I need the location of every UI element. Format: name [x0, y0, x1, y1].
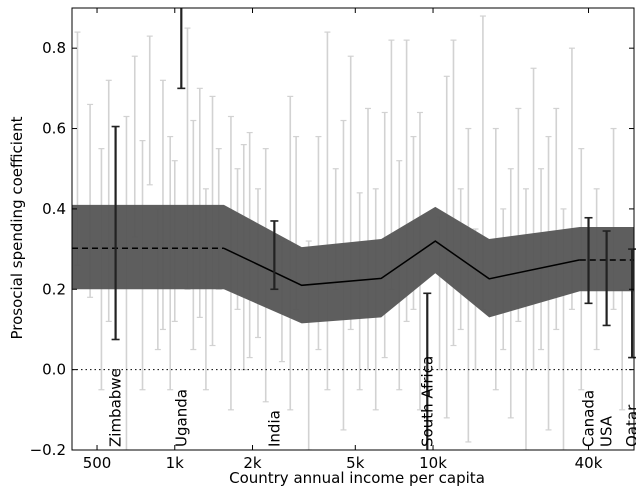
other-country-errorbar [530, 67, 537, 371]
country-label-zimbabwe: Zimbabwe [107, 368, 125, 447]
y-tick-label: 0.0 [42, 361, 66, 379]
errorbar-uganda [177, 8, 186, 90]
axes: 0.8 0.6 0.4 0.2 0.0 −0.2 500 1k 2k 5k 10k 40k [30, 7, 635, 472]
country-label-india: India [265, 410, 283, 447]
highlighted-countries: Zimbabwe Uganda India South Africa Canada USA… [107, 8, 636, 450]
country-label-canada: Canada [580, 390, 598, 447]
x-tick-label: 500 [83, 454, 112, 472]
other-country-errorbar [522, 188, 529, 450]
country-label-usa: USA [598, 415, 616, 447]
x-tick-label: 40k [575, 454, 603, 472]
country-label-qatar: Qatar [623, 404, 636, 447]
errorbar-south-africa [423, 292, 432, 450]
other-country-errorbar [450, 39, 457, 347]
other-country-errorbar [381, 111, 388, 359]
y-tick-label: 0.6 [42, 120, 66, 138]
confidence-band [72, 204, 634, 324]
y-tick-label: −0.2 [30, 441, 66, 459]
other-country-errorbar [146, 35, 153, 186]
x-axis-label: Country annual income per capita [229, 469, 485, 487]
errorbar-zimbabwe [111, 125, 120, 341]
other-country-errorbar [619, 288, 626, 411]
confidence-band-area [72, 204, 634, 324]
y-tick-label: 0.8 [42, 39, 66, 57]
errorbar-usa [602, 230, 611, 327]
y-tick-label: 0.4 [42, 200, 66, 218]
errorbar-qatar [628, 248, 636, 359]
other-country-errorbar [324, 31, 331, 391]
other-country-errorbar [365, 107, 372, 371]
y-axis-label: Prosocial spending coefficient [8, 116, 26, 339]
x-tick-label: 5k [346, 454, 365, 472]
fit-line [72, 240, 634, 287]
errorbar-india [270, 220, 279, 291]
errorbar-canada [584, 216, 593, 305]
country-label-uganda: Uganda [172, 389, 190, 447]
x-tick-label: 1k [166, 454, 185, 472]
y-tick-label: 0.2 [42, 280, 66, 298]
fit-line-solid [223, 240, 580, 287]
x-tick-label: 10k [419, 454, 447, 472]
x-tick-label: 2k [243, 454, 262, 472]
country-label-south-africa: South Africa [418, 356, 436, 447]
plot-frame [71, 7, 635, 451]
other-country-errorbar [159, 79, 166, 331]
